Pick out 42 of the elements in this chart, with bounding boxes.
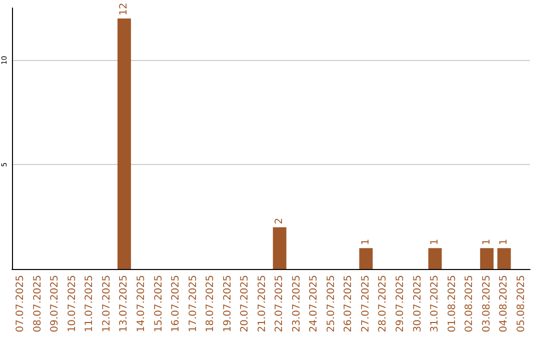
x-tick-label: 03.08.2025 [481,275,492,332]
x-tick-label: 17.07.2025 [188,275,199,332]
bar [428,248,442,269]
x-tick-label: 16.07.2025 [170,275,182,332]
x-tick-label: 07.07.2025 [15,275,26,332]
x-tick-label: 31.07.2025 [430,275,441,332]
x-tick-label: 26.07.2025 [343,275,354,332]
x-tick-label: 09.07.2025 [50,275,61,332]
x-tick-label: 11.07.2025 [84,275,96,332]
x-tick-label: 14.07.2025 [136,275,147,332]
data-label: 1 [498,238,510,246]
x-tick-label: 22.07.2025 [274,275,286,332]
x-tick-label: 25.07.2025 [326,275,337,332]
x-tick-label: 12.07.2025 [101,275,112,332]
x-tick-label: 04.08.2025 [498,275,510,332]
x-tick-label: 18.07.2025 [205,275,216,332]
bar [272,227,286,269]
bar [480,248,494,269]
bar [359,248,373,269]
x-tick-label: 21.07.2025 [256,275,268,332]
x-tick-label: 13.07.2025 [118,275,130,332]
data-label: 12 [118,2,130,16]
data-label: 1 [430,238,441,246]
x-tick-label: 15.07.2025 [153,275,164,332]
bar [497,248,511,269]
x-tick-label: 01.08.2025 [446,275,458,332]
data-label: 1 [360,238,372,246]
x-tick-label: 24.07.2025 [308,275,320,332]
x-tick-label: 19.07.2025 [222,275,234,332]
x-tick-label: 10.07.2025 [66,275,78,332]
x-tick-label: 20.07.2025 [240,275,251,332]
bar [118,18,131,269]
data-label: 1 [481,238,492,246]
x-tick-label: 02.08.2025 [464,275,476,332]
data-label: 2 [274,218,286,224]
x-tick-label: 30.07.2025 [412,275,424,332]
x-tick-label: 28.07.2025 [378,275,389,332]
x-tick-label: 27.07.2025 [360,275,372,332]
x-tick-label: 23.07.2025 [291,275,302,332]
x-tick-label: 08.07.2025 [32,275,44,332]
x-tick-label: 05.08.2025 [516,275,527,332]
x-tick-label: 29.07.2025 [395,275,406,332]
